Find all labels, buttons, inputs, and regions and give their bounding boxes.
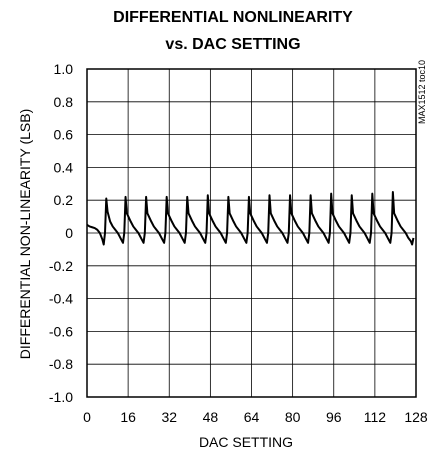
x-tick-label: 48 bbox=[203, 409, 219, 425]
y-tick-label: -0.6 bbox=[49, 323, 73, 339]
x-tick-label: 80 bbox=[285, 409, 301, 425]
y-tick-label: -0.4 bbox=[49, 291, 73, 307]
y-axis-label: DIFFERENTIAL NON-LINEARITY (LSB) bbox=[17, 109, 33, 359]
x-tick-label: 96 bbox=[326, 409, 342, 425]
x-tick-label: 128 bbox=[404, 409, 428, 425]
x-tick-label: 64 bbox=[244, 409, 260, 425]
chart-title-line2: vs. DAC SETTING bbox=[165, 36, 300, 53]
x-tick-label: 0 bbox=[83, 409, 91, 425]
x-tick-label: 112 bbox=[364, 409, 387, 425]
x-axis-label: DAC SETTING bbox=[199, 434, 293, 450]
plot-frame bbox=[86, 68, 417, 398]
series-line-dnl bbox=[86, 191, 415, 246]
y-tick-label: -0.2 bbox=[49, 258, 73, 274]
figure-code: MAX1512 toc10 bbox=[417, 60, 427, 124]
y-tick-label: -0.8 bbox=[49, 356, 73, 372]
y-tick-label: 0.2 bbox=[54, 192, 74, 208]
chart-title-line1: DIFFERENTIAL NONLINEARITY bbox=[113, 9, 353, 26]
grid-lines bbox=[86, 68, 417, 398]
x-tick-label: 16 bbox=[120, 409, 136, 425]
y-tick-labels: 1.0 0.8 0.6 0.4 0.2 0 -0.2 -0.4 -0.6 -0.8 -1.0 bbox=[49, 61, 73, 405]
y-tick-label: 0.4 bbox=[54, 159, 74, 175]
y-tick-label: 0.8 bbox=[54, 94, 74, 110]
series-group bbox=[86, 191, 415, 246]
x-tick-label: 32 bbox=[161, 409, 177, 425]
y-tick-label: -1.0 bbox=[49, 389, 73, 405]
y-tick-label: 1.0 bbox=[54, 61, 74, 77]
x-tick-labels: 0 16 32 48 64 80 96 112 128 bbox=[83, 409, 428, 425]
y-tick-label: 0 bbox=[65, 225, 73, 241]
y-tick-label: 0.6 bbox=[54, 127, 74, 143]
